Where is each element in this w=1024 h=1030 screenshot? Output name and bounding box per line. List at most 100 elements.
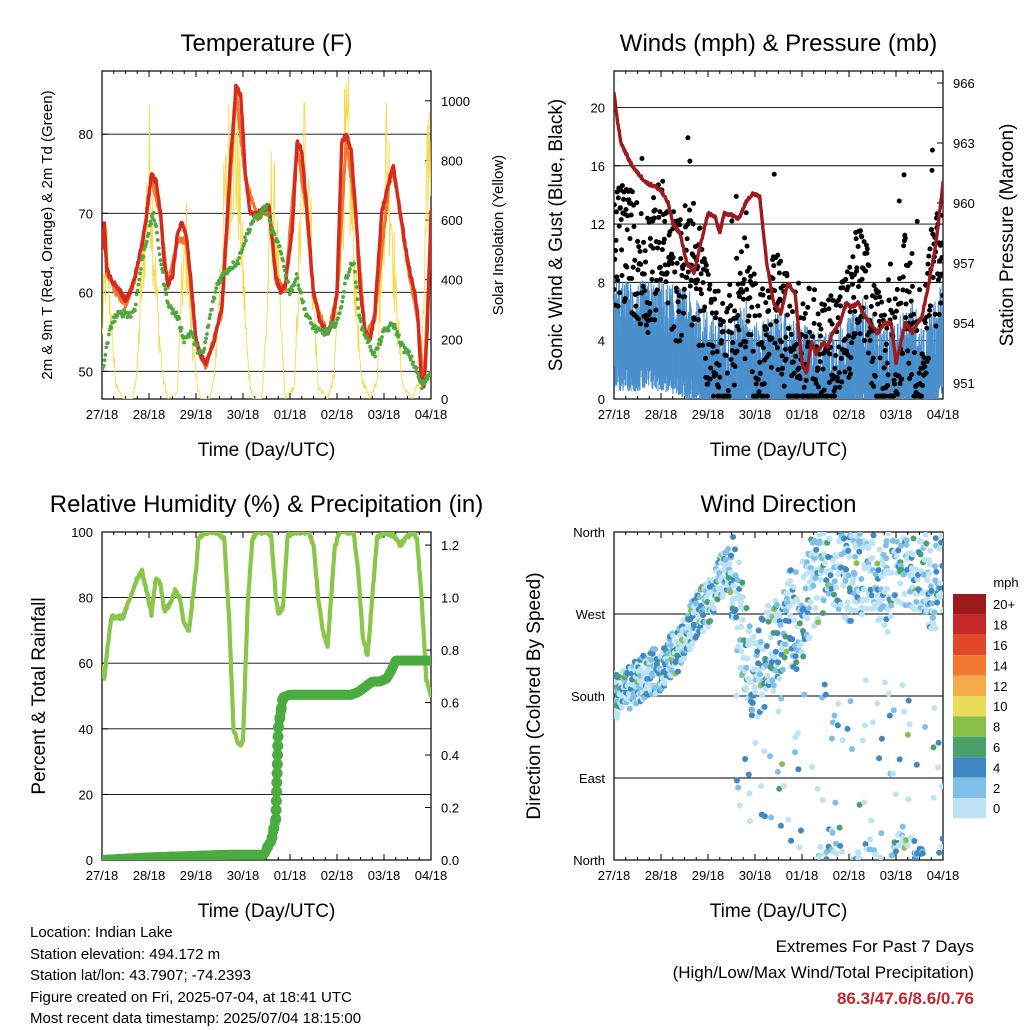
gust-point xyxy=(864,250,870,256)
direction-point xyxy=(735,643,742,650)
gust-point xyxy=(694,277,700,283)
gust-point xyxy=(637,248,643,254)
direction-point xyxy=(815,619,822,626)
gust-point xyxy=(850,281,856,287)
dewpoint-point xyxy=(392,322,397,327)
gust-point xyxy=(700,280,706,286)
dewpoint-point xyxy=(106,341,110,346)
gust-point xyxy=(925,261,931,267)
gust-point xyxy=(723,353,729,359)
direction-point xyxy=(938,532,943,539)
x-axis-label: Time (Day/UTC) xyxy=(710,440,848,461)
gust-point xyxy=(672,269,678,275)
dewpoint-point xyxy=(134,292,139,297)
gust-point xyxy=(740,281,746,287)
gust-point xyxy=(748,332,754,338)
gust-point xyxy=(737,270,743,276)
plot-frame xyxy=(101,531,432,861)
x-tick-label: 28/18 xyxy=(645,868,678,883)
dewpoint-point xyxy=(282,268,287,273)
direction-point xyxy=(778,695,785,702)
extremes-title: Extremes For Past 7 Days xyxy=(673,934,974,960)
gust-point xyxy=(764,326,770,332)
gust-point xyxy=(657,264,663,270)
direction-point xyxy=(707,617,714,624)
direction-point xyxy=(813,546,820,553)
gust-point xyxy=(850,254,856,260)
gust-point xyxy=(895,391,901,397)
direction-point xyxy=(841,535,848,542)
direction-point xyxy=(932,535,939,542)
direction-point xyxy=(865,545,872,552)
direction-point xyxy=(796,844,803,851)
dewpoint-point xyxy=(155,230,159,235)
gust-point xyxy=(938,300,943,306)
dewpoint-point xyxy=(179,326,184,330)
gust-point xyxy=(741,277,747,283)
gust-point xyxy=(636,244,642,250)
dewpoint-point xyxy=(231,260,236,265)
direction-point xyxy=(801,691,808,698)
direction-point xyxy=(763,643,770,650)
dewpoint-point xyxy=(368,344,373,349)
dewpoint-point xyxy=(204,336,208,341)
legend-label: 20+ xyxy=(993,597,1015,612)
gust-point xyxy=(914,218,920,224)
dewpoint-point xyxy=(364,333,369,338)
gust-point xyxy=(631,224,637,230)
gust-point xyxy=(698,291,704,297)
gust-point xyxy=(651,215,657,221)
gust-point xyxy=(734,255,740,261)
direction-point xyxy=(899,682,906,689)
y2-tick-label: 0.2 xyxy=(441,801,459,816)
x-tick-label: 02/18 xyxy=(321,868,354,883)
gust-point xyxy=(775,367,781,373)
dewpoint-point xyxy=(308,316,313,321)
legend-swatch xyxy=(953,736,986,758)
dewpoint-point xyxy=(106,332,111,337)
y2-tick-label: 957 xyxy=(953,256,975,271)
dewpoint-point xyxy=(174,310,179,315)
x-tick-label: 29/18 xyxy=(180,868,213,883)
direction-point xyxy=(675,668,682,675)
gust-point xyxy=(887,261,893,267)
direction-point xyxy=(752,739,759,746)
gust-point xyxy=(771,171,777,177)
gust-point xyxy=(707,376,713,382)
direction-point xyxy=(931,609,938,616)
direction-point xyxy=(899,823,906,830)
direction-point xyxy=(932,625,939,632)
direction-point xyxy=(788,837,795,844)
direction-point xyxy=(752,689,758,696)
gust-point xyxy=(678,256,684,262)
direction-point xyxy=(893,848,899,855)
y2-axis-label: Station Pressure (Maroon) xyxy=(997,124,1018,347)
x-tick-label: 28/18 xyxy=(133,868,166,883)
direction-point xyxy=(735,559,742,566)
y-tick-label: 50 xyxy=(79,364,93,379)
direction-point xyxy=(922,724,929,731)
gust-point xyxy=(892,314,898,320)
x-tick-label: 02/18 xyxy=(833,868,866,883)
direction-point xyxy=(626,705,633,712)
gust-point xyxy=(648,317,654,323)
y-tick-label: South xyxy=(571,689,605,704)
direction-point xyxy=(757,638,764,645)
gust-point xyxy=(645,330,651,336)
dewpoint-point xyxy=(162,283,167,288)
gust-point xyxy=(753,381,759,387)
gust-point xyxy=(629,275,635,281)
direction-point xyxy=(891,592,898,599)
gust-point xyxy=(614,256,618,262)
gust-point xyxy=(791,370,797,376)
gust-point xyxy=(832,393,838,399)
gust-point xyxy=(647,235,653,241)
gust-point xyxy=(632,257,638,263)
direction-point xyxy=(884,628,891,635)
gust-point xyxy=(679,332,685,338)
gust-point xyxy=(816,384,822,390)
direction-point xyxy=(877,615,884,622)
gust-point xyxy=(927,303,933,309)
direction-point xyxy=(792,749,799,756)
gust-point xyxy=(637,321,643,327)
